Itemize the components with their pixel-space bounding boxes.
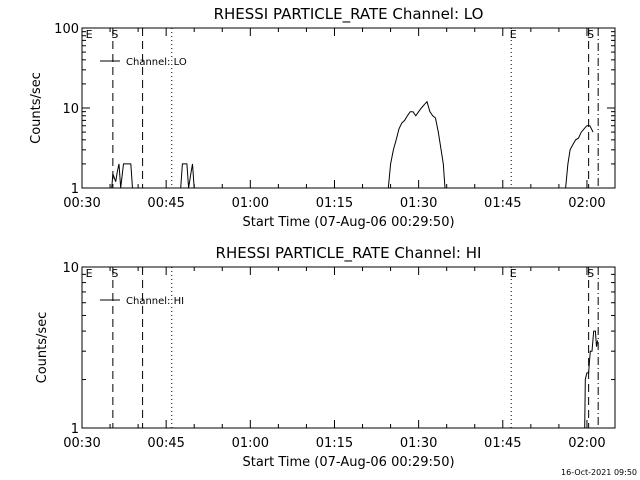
panel-2-y-tick-label: 1 [71, 422, 79, 437]
panel-1-x-axis-label: Start Time (07-Aug-06 00:29:50) [242, 215, 454, 230]
panel-1-x-tick-label: 00:30 [63, 196, 100, 211]
panel-1-y-axis-label: Counts/sec [29, 72, 44, 144]
panel-2-x-tick-label: 01:15 [316, 436, 353, 451]
timestamp: 16-Oct-2021 09:50 [561, 468, 637, 477]
panel-1-series-line [82, 100, 594, 189]
panel-1-y-tick-label: 100 [54, 22, 79, 37]
panel-2-series-line [82, 330, 599, 429]
panel-1-x-tick-label: 02:00 [568, 196, 605, 211]
panel-2-marker-label: S [587, 267, 594, 280]
panel-2-x-tick-label: 01:30 [400, 436, 437, 451]
panel-1-legend-label: Channel: LO [126, 57, 187, 68]
panel-2-legend-label: Channel: HI [126, 296, 184, 307]
panel-2-x-tick-label: 00:30 [63, 436, 100, 451]
panel-2-x-tick-label: 00:45 [147, 436, 184, 451]
panel-1-x-tick-label: 01:30 [400, 196, 437, 211]
panel-1-chart-title: RHESSI PARTICLE_RATE Channel: LO [214, 5, 484, 24]
panel-2-marker-label: S [111, 267, 118, 280]
panel-2-x-axis-label: Start Time (07-Aug-06 00:29:50) [242, 455, 454, 470]
panel-2-x-tick-label: 01:45 [484, 436, 521, 451]
panel-2-y-tick-label: 10 [62, 261, 79, 276]
panel-1-x-tick-label: 01:00 [232, 196, 269, 211]
panel-1-marker-label: S [111, 28, 118, 41]
panel-2-marker-label: E [86, 267, 93, 280]
panel-1-y-tick-label: 1 [71, 182, 79, 197]
panel-1-marker-label: E [86, 28, 93, 41]
panel-2-x-tick-label: 01:00 [232, 436, 269, 451]
panel-1-marker-label: E [510, 28, 517, 41]
panel-2-chart-title: RHESSI PARTICLE_RATE Channel: HI [216, 244, 482, 263]
panel-1-plot-frame [81, 27, 616, 189]
panel-1-x-tick-label: 01:15 [316, 196, 353, 211]
panel-2-y-axis-label: Counts/sec [35, 312, 50, 384]
panel-1-y-tick-label: 10 [62, 102, 79, 117]
panel-2-plot-frame [81, 266, 616, 429]
panel-2-x-tick-label: 02:00 [568, 436, 605, 451]
panel-1-x-tick-label: 00:45 [147, 196, 184, 211]
panel-1-marker-label: S [587, 28, 594, 41]
panel-2-marker-label: E [510, 267, 517, 280]
panel-1-x-tick-label: 01:45 [484, 196, 521, 211]
